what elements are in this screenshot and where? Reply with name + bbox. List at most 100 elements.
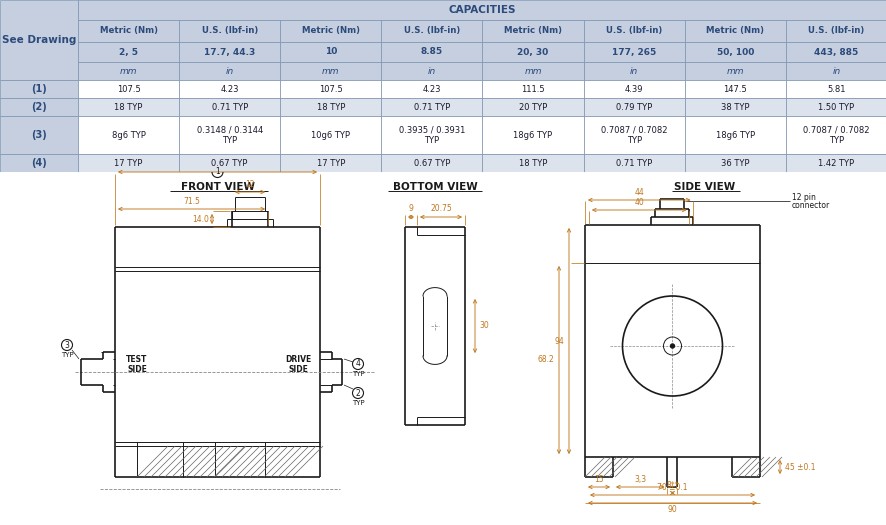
Text: in: in	[629, 67, 638, 76]
Bar	[381, 42, 482, 62]
Bar	[179, 80, 280, 98]
Text: 0.67 TYP: 0.67 TYP	[211, 159, 247, 167]
Bar	[0, 80, 78, 98]
Text: TEST: TEST	[126, 355, 148, 364]
Bar	[583, 80, 684, 98]
Bar	[684, 116, 785, 154]
Text: 147.5: 147.5	[723, 85, 746, 93]
Bar	[482, 42, 583, 62]
Text: 2, 5: 2, 5	[119, 47, 138, 57]
Text: 18g6 TYP: 18g6 TYP	[513, 131, 552, 140]
Text: 0.79 TYP: 0.79 TYP	[616, 102, 651, 111]
Text: 107.5: 107.5	[319, 85, 342, 93]
Text: in: in	[831, 67, 840, 76]
Text: U.S. (lbf-in): U.S. (lbf-in)	[807, 26, 864, 36]
Bar	[482, 62, 583, 80]
Bar	[0, 154, 78, 172]
Bar	[78, 116, 179, 154]
Bar	[684, 154, 785, 172]
Bar	[684, 98, 785, 116]
Bar	[482, 98, 583, 116]
Text: 177, 265: 177, 265	[611, 47, 656, 57]
Text: mm: mm	[524, 67, 541, 76]
Text: 4.23: 4.23	[221, 85, 238, 93]
Bar	[583, 116, 684, 154]
Text: 0.71 TYP: 0.71 TYP	[616, 159, 651, 167]
Text: 5.81: 5.81	[827, 85, 844, 93]
Text: 44: 44	[633, 188, 643, 197]
Text: 18 TYP: 18 TYP	[518, 159, 547, 167]
Bar	[0, 116, 78, 154]
Text: 36 TYP: 36 TYP	[720, 159, 749, 167]
Bar	[785, 116, 886, 154]
Text: 20, 30: 20, 30	[517, 47, 548, 57]
Text: 3: 3	[65, 341, 69, 350]
Text: in: in	[427, 67, 436, 76]
Bar	[179, 42, 280, 62]
Text: 30: 30	[478, 321, 488, 331]
Bar	[179, 116, 280, 154]
Bar	[78, 98, 179, 116]
Bar	[684, 80, 785, 98]
Text: 0.7087 / 0.7082
TYP: 0.7087 / 0.7082 TYP	[600, 125, 666, 145]
Bar	[381, 154, 482, 172]
Text: Metric (Nm): Metric (Nm)	[705, 26, 764, 36]
Bar	[583, 20, 684, 42]
Text: 4: 4	[355, 360, 360, 369]
Bar	[280, 116, 381, 154]
Text: (3): (3)	[31, 130, 47, 140]
Bar	[280, 80, 381, 98]
Text: mm: mm	[120, 67, 137, 76]
Text: SIDE: SIDE	[127, 364, 147, 373]
Bar	[583, 42, 684, 62]
Text: (4): (4)	[31, 158, 47, 168]
Text: in: in	[225, 67, 234, 76]
Text: connector: connector	[791, 202, 829, 211]
Bar	[381, 20, 482, 42]
Bar	[179, 62, 280, 80]
Text: 14.0: 14.0	[192, 215, 209, 224]
Text: 40: 40	[633, 198, 643, 207]
Text: U.S. (lbf-in): U.S. (lbf-in)	[403, 26, 460, 36]
Bar	[482, 80, 583, 98]
Bar	[78, 42, 179, 62]
Bar	[583, 62, 684, 80]
Bar	[684, 20, 785, 42]
Text: 3,3: 3,3	[633, 475, 646, 484]
Text: 17 TYP: 17 TYP	[114, 159, 143, 167]
Bar	[179, 20, 280, 42]
Bar	[78, 80, 179, 98]
Text: 0.7087 / 0.7082
TYP: 0.7087 / 0.7082 TYP	[803, 125, 868, 145]
Text: 0.3935 / 0.3931
TYP: 0.3935 / 0.3931 TYP	[399, 125, 464, 145]
Text: BOTTOM VIEW: BOTTOM VIEW	[392, 182, 477, 192]
Bar	[78, 0, 886, 20]
Bar	[179, 154, 280, 172]
Text: 90: 90	[667, 505, 677, 513]
Text: 12 pin: 12 pin	[791, 193, 815, 202]
Bar	[78, 20, 179, 42]
Text: 68.2: 68.2	[537, 355, 554, 364]
Text: U.S. (lbf-in): U.S. (lbf-in)	[201, 26, 258, 36]
Text: 0.71 TYP: 0.71 TYP	[212, 102, 247, 111]
Text: 111.5: 111.5	[521, 85, 544, 93]
Bar	[482, 154, 583, 172]
Text: 18g6 TYP: 18g6 TYP	[715, 131, 754, 140]
Text: 9: 9	[408, 204, 413, 213]
Text: Metric (Nm): Metric (Nm)	[99, 26, 158, 36]
Text: 2: 2	[355, 388, 360, 397]
Text: 0.3148 / 0.3144
TYP: 0.3148 / 0.3144 TYP	[197, 125, 262, 145]
Text: 8**: 8**	[665, 481, 678, 490]
Bar	[381, 62, 482, 80]
Bar	[785, 62, 886, 80]
Bar	[785, 42, 886, 62]
Bar	[179, 98, 280, 116]
Text: 1.50 TYP: 1.50 TYP	[818, 102, 853, 111]
Text: TYP: TYP	[351, 371, 364, 377]
Text: 38 TYP: 38 TYP	[720, 102, 749, 111]
Text: 18 TYP: 18 TYP	[316, 102, 345, 111]
Bar	[684, 42, 785, 62]
Bar	[0, 0, 78, 80]
Text: 10g6 TYP: 10g6 TYP	[311, 131, 350, 140]
Text: U.S. (lbf-in): U.S. (lbf-in)	[605, 26, 662, 36]
Text: 4.23: 4.23	[423, 85, 440, 93]
